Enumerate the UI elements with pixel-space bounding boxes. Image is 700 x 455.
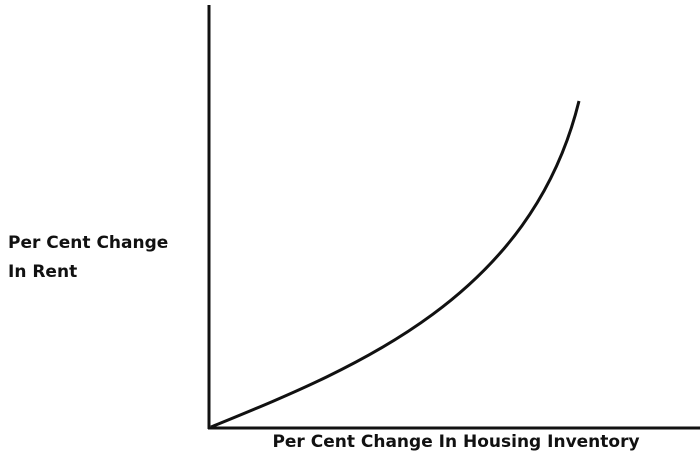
y-axis-label: In Rent <box>8 262 77 282</box>
y-axis-label: Per Cent Change <box>8 233 168 253</box>
x-axis-label: Per Cent Change In Housing Inventory <box>272 432 639 452</box>
curve <box>210 100 581 429</box>
